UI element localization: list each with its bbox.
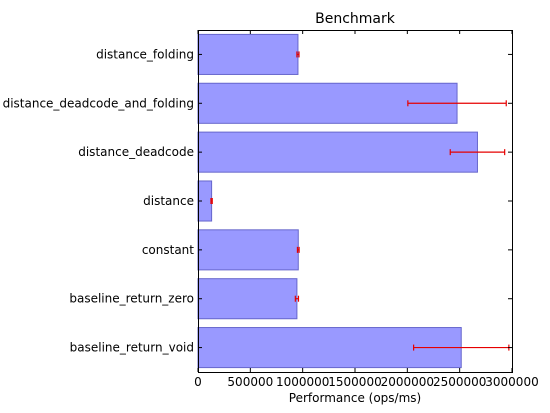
bar-distance-deadcode [197,131,478,173]
error-bar-baseline-return-zero [294,295,300,302]
category-label: constant [142,243,194,257]
category-labels-group: distance_folding distance_deadcode_and_fo… [3,47,512,355]
category-label: baseline_return_zero [69,292,194,306]
x-tick-label: 3000000 [485,375,538,389]
error-bar-distance-folding [296,51,300,58]
bars-group [197,33,478,369]
x-tick-label: 500000 [227,375,273,389]
category-label: distance_deadcode [78,145,194,159]
x-tick-label: 2000000 [381,375,434,389]
error-bar-distance [210,198,213,204]
category-label: distance_folding [96,47,194,61]
x-axis-label: Performance (ops/ms) [289,391,421,405]
bar-baseline-return-zero [197,278,298,320]
error-bar-constant [296,246,300,253]
plot-frame [198,30,513,373]
x-tick-label: 1500000 [328,375,381,389]
chart-title: Benchmark [315,11,396,27]
error-bar-distance-deadcode [449,149,506,156]
error-bar-distance-deadcode-and-folding [407,100,507,107]
category-label: distance [143,194,194,208]
category-label: baseline_return_void [70,341,194,355]
x-ticks-group: 0 500000 100000015000002000000250000030000… [194,30,539,389]
bar-constant [197,229,299,271]
bar-distance-folding [197,33,299,75]
x-tick-label: 0 [194,375,202,389]
category-label: distance_deadcode_and_folding [3,96,194,110]
x-tick-label: 2500000 [433,375,486,389]
error-bars-group [210,51,510,351]
x-tick-label: 1000000 [276,375,329,389]
